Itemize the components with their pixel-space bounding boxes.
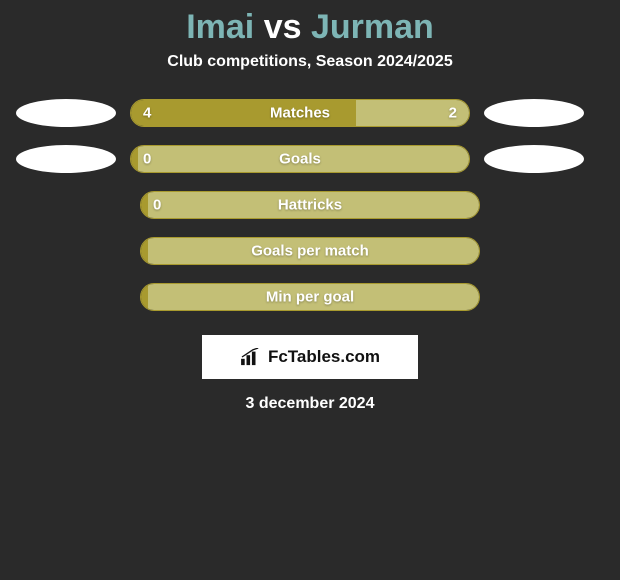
bar-label: Hattricks bbox=[278, 197, 342, 214]
bar-segment-left bbox=[141, 238, 148, 264]
bar-label: Goals bbox=[279, 151, 321, 168]
left-ellipse bbox=[16, 145, 116, 173]
left-ellipse bbox=[16, 99, 116, 127]
stat-bar: Hattricks 0 bbox=[140, 191, 480, 219]
date-label: 3 december 2024 bbox=[0, 395, 620, 413]
title-player1: Imai bbox=[186, 8, 254, 46]
ellipse-spacer bbox=[494, 283, 594, 311]
ellipse-spacer bbox=[26, 237, 126, 265]
stat-row: Goals 0 bbox=[10, 145, 610, 173]
right-ellipse bbox=[484, 99, 584, 127]
title-vs: vs bbox=[254, 8, 311, 46]
page-title: Imai vs Jurman bbox=[0, 0, 620, 53]
comparison-rows: Matches 4 2 Goals 0 Hattricks 0 Goals per match… bbox=[0, 99, 620, 311]
bar-label: Matches bbox=[270, 105, 330, 122]
bar-segment-left bbox=[131, 146, 138, 172]
ellipse-spacer bbox=[494, 191, 594, 219]
badge-text: FcTables.com bbox=[268, 347, 380, 367]
ellipse-spacer bbox=[494, 237, 594, 265]
bar-value-right: 2 bbox=[449, 105, 457, 122]
source-badge: FcTables.com bbox=[202, 335, 418, 379]
stat-bar: Min per goal bbox=[140, 283, 480, 311]
stat-bar: Goals per match bbox=[140, 237, 480, 265]
chart-icon bbox=[240, 348, 262, 366]
bar-value-left: 0 bbox=[143, 151, 151, 168]
title-player2: Jurman bbox=[311, 8, 434, 46]
stat-row: Hattricks 0 bbox=[10, 191, 610, 219]
subtitle: Club competitions, Season 2024/2025 bbox=[0, 53, 620, 71]
bar-value-left: 0 bbox=[153, 197, 161, 214]
stat-row: Min per goal bbox=[10, 283, 610, 311]
right-ellipse bbox=[484, 145, 584, 173]
stat-bar: Goals 0 bbox=[130, 145, 470, 173]
ellipse-spacer bbox=[26, 191, 126, 219]
stat-row: Goals per match bbox=[10, 237, 610, 265]
ellipse-spacer bbox=[26, 283, 126, 311]
bar-segment-left bbox=[141, 192, 148, 218]
bar-value-left: 4 bbox=[143, 105, 151, 122]
stat-bar: Matches 4 2 bbox=[130, 99, 470, 127]
bar-label: Min per goal bbox=[266, 289, 354, 306]
bar-segment-left bbox=[141, 284, 148, 310]
stat-row: Matches 4 2 bbox=[10, 99, 610, 127]
bar-label: Goals per match bbox=[251, 243, 369, 260]
